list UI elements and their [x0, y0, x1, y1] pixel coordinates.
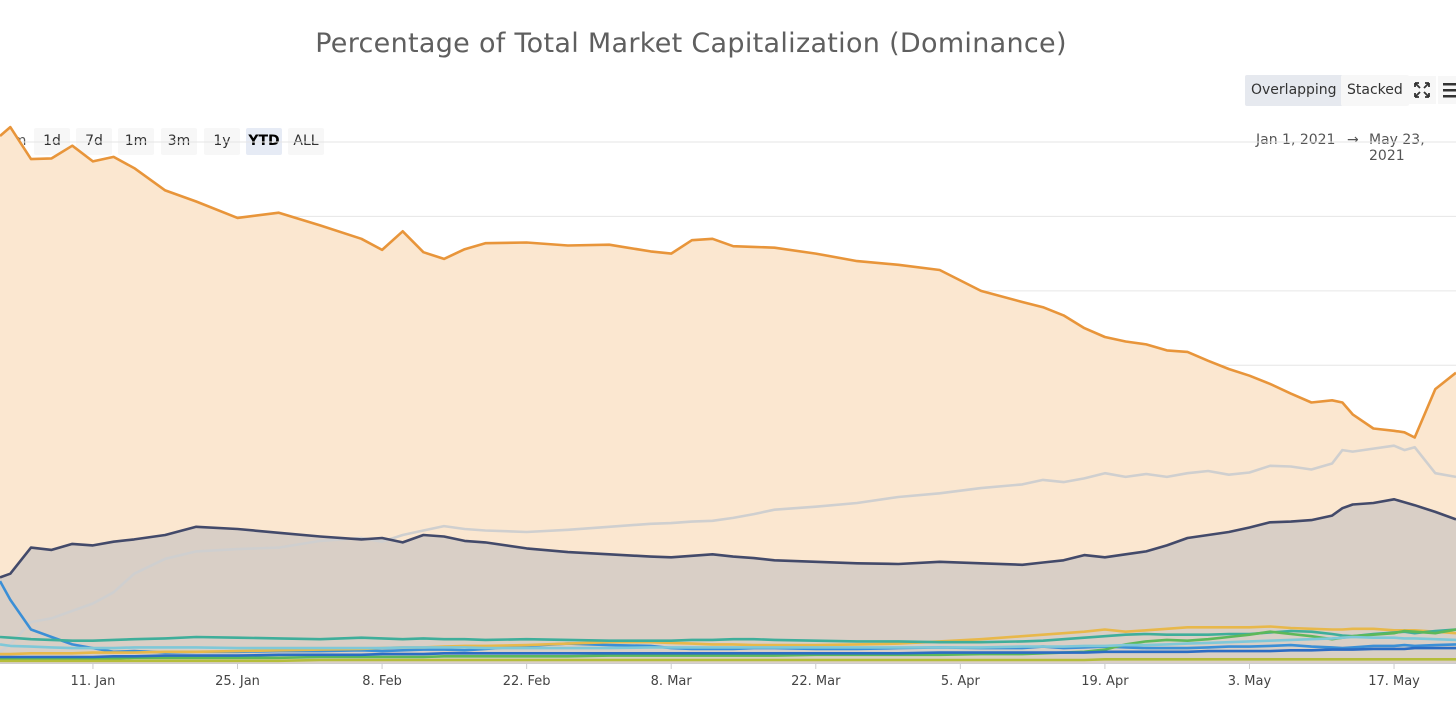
x-tick-label: 3. May: [1228, 674, 1272, 689]
x-tick-label: 22. Feb: [503, 674, 551, 689]
series-line-1: [0, 444, 1456, 653]
series-lines: [0, 125, 1456, 663]
series-areas: [0, 127, 1456, 664]
date-from[interactable]: Jan 1, 2021: [1256, 132, 1336, 148]
x-tick-label: 11. Jan: [71, 674, 116, 689]
series-line-6: [0, 628, 1456, 660]
chart-title: Percentage of Total Market Capitalizatio…: [315, 28, 1067, 59]
series-area-0: [0, 127, 1456, 664]
stacked-button[interactable]: Stacked: [1341, 75, 1409, 106]
overlapping-button[interactable]: Overlapping: [1245, 75, 1343, 106]
date-range-arrow: →: [1347, 132, 1359, 148]
x-tick-label: 22. Mar: [791, 674, 841, 689]
date-to[interactable]: May 23, 2021: [1369, 132, 1425, 164]
series-line-2: [0, 498, 1456, 579]
series-line-8: [0, 646, 1456, 659]
series-line-9: [0, 658, 1456, 663]
x-tick-label: 25. Jan: [215, 674, 260, 689]
x-tick-label: 17. May: [1368, 674, 1420, 689]
x-tick-label: 8. Mar: [651, 674, 693, 689]
menu-icon[interactable]: [1438, 76, 1456, 104]
x-tick-label: 8. Feb: [362, 674, 402, 689]
x-axis: 11. Jan 25. Jan 8. Feb 22. Feb 8. Mar 22. Mar…: [0, 663, 1456, 689]
series-line-4: [0, 625, 1456, 656]
series-line-5: [0, 628, 1456, 644]
x-tick-label: 5. Apr: [941, 674, 981, 689]
series-line-0: [0, 125, 1456, 439]
fullscreen-icon[interactable]: [1408, 76, 1436, 104]
x-tick-label: 19. Apr: [1081, 674, 1129, 689]
series-line-7: [0, 635, 1456, 650]
